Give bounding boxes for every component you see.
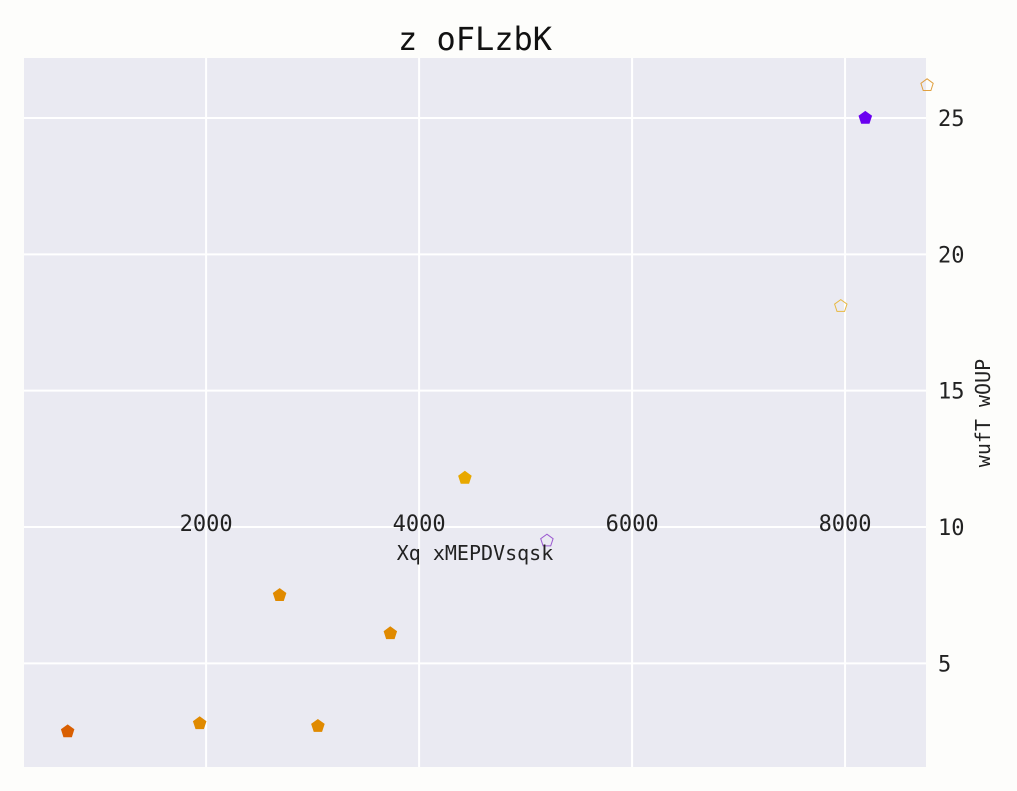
grid-lines bbox=[24, 58, 926, 767]
y-axis-label: wufT wOUP bbox=[971, 359, 995, 467]
x-tick-label: 8000 bbox=[819, 512, 872, 537]
data-point bbox=[311, 718, 325, 732]
data-point bbox=[834, 298, 848, 312]
data-point bbox=[60, 724, 75, 738]
y-tick-label: 5 bbox=[938, 652, 951, 677]
y-tick-label: 25 bbox=[938, 107, 965, 132]
y-tick-labels: 5 10 15 20 25 bbox=[938, 107, 965, 677]
plot-area bbox=[24, 58, 926, 767]
y-tick-label: 10 bbox=[938, 516, 965, 541]
data-point bbox=[192, 716, 207, 730]
data-point bbox=[540, 533, 554, 547]
data-point bbox=[858, 110, 873, 124]
data-point bbox=[458, 470, 472, 484]
data-points bbox=[60, 78, 934, 738]
data-point bbox=[272, 588, 287, 601]
y-tick-label: 15 bbox=[938, 380, 965, 405]
y-tick-label: 20 bbox=[938, 243, 965, 268]
x-tick-label: 2000 bbox=[180, 512, 233, 537]
x-tick-label: 6000 bbox=[606, 512, 659, 537]
x-axis-label: Xq xMEPDVsqsk bbox=[397, 541, 554, 565]
data-point bbox=[920, 78, 934, 91]
x-tick-label: 4000 bbox=[393, 512, 446, 537]
data-point bbox=[383, 626, 398, 640]
chart-title: z oFLzbK bbox=[398, 20, 553, 58]
x-tick-labels: 2000 4000 6000 8000 bbox=[180, 512, 872, 537]
